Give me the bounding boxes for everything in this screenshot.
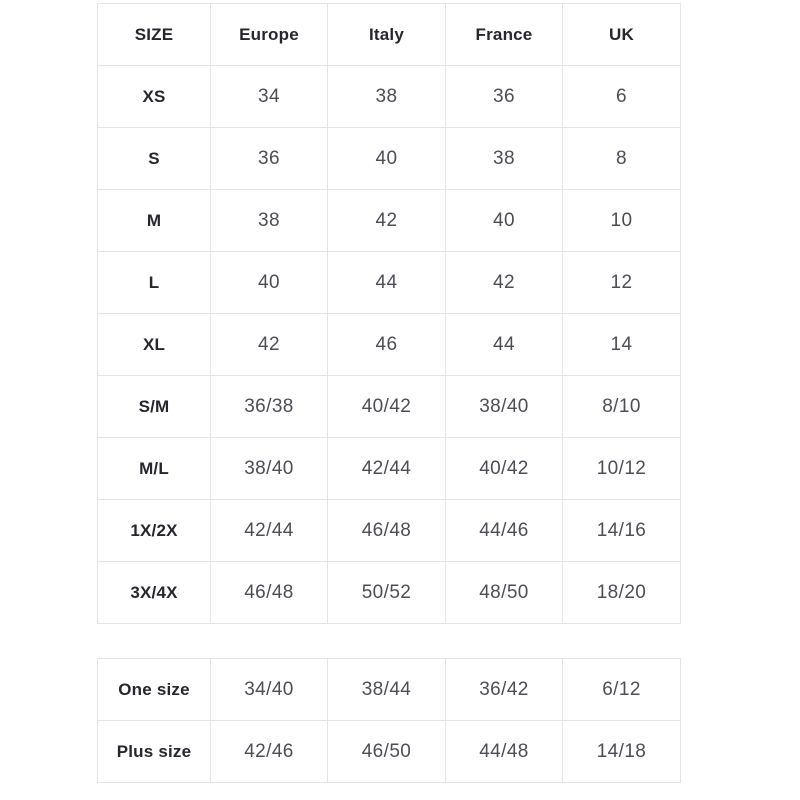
table-row-xs: XS 34 38 36 6 xyxy=(97,65,681,128)
size-label-cell: XS xyxy=(97,65,211,128)
value-cell: 38/40 xyxy=(210,437,328,500)
value-cell: 46/48 xyxy=(210,561,328,624)
value-cell: 14/18 xyxy=(562,720,681,783)
value-cell: 42 xyxy=(445,251,563,314)
table-row-s-m: S/M 36/38 40/42 38/40 8/10 xyxy=(97,375,681,438)
value-cell: 42/44 xyxy=(210,499,328,562)
table-row-one-size: One size 34/40 38/44 36/42 6/12 xyxy=(97,658,681,721)
value-cell: 36 xyxy=(445,65,563,128)
column-header-size: SIZE xyxy=(97,3,211,66)
value-cell: 40 xyxy=(327,127,446,190)
value-cell: 44 xyxy=(445,313,563,376)
value-cell: 8/10 xyxy=(562,375,681,438)
column-header-france: France xyxy=(445,3,563,66)
value-cell: 44 xyxy=(327,251,446,314)
value-cell: 18/20 xyxy=(562,561,681,624)
column-header-italy: Italy xyxy=(327,3,446,66)
value-cell: 36 xyxy=(210,127,328,190)
value-cell: 6/12 xyxy=(562,658,681,721)
size-label-cell: S/M xyxy=(97,375,211,438)
value-cell: 46/48 xyxy=(327,499,446,562)
size-label-cell: S xyxy=(97,127,211,190)
value-cell: 44/48 xyxy=(445,720,563,783)
table-row-s: S 36 40 38 8 xyxy=(97,127,681,190)
value-cell: 40 xyxy=(445,189,563,252)
value-cell: 12 xyxy=(562,251,681,314)
value-cell: 10/12 xyxy=(562,437,681,500)
table-row-1x-2x: 1X/2X 42/44 46/48 44/46 14/16 xyxy=(97,499,681,562)
size-label-cell: XL xyxy=(97,313,211,376)
value-cell: 34 xyxy=(210,65,328,128)
value-cell: 42 xyxy=(327,189,446,252)
value-cell: 38 xyxy=(210,189,328,252)
size-conversion-table-secondary: One size 34/40 38/44 36/42 6/12 Plus siz… xyxy=(97,658,681,783)
table-row-m-l: M/L 38/40 42/44 40/42 10/12 xyxy=(97,437,681,500)
value-cell: 36/42 xyxy=(445,658,563,721)
value-cell: 40/42 xyxy=(327,375,446,438)
column-header-europe: Europe xyxy=(210,3,328,66)
value-cell: 42/46 xyxy=(210,720,328,783)
value-cell: 14/16 xyxy=(562,499,681,562)
value-cell: 40 xyxy=(210,251,328,314)
value-cell: 48/50 xyxy=(445,561,563,624)
size-conversion-table-main: SIZE Europe Italy France UK XS 34 38 36 … xyxy=(97,3,681,624)
value-cell: 44/46 xyxy=(445,499,563,562)
value-cell: 6 xyxy=(562,65,681,128)
value-cell: 10 xyxy=(562,189,681,252)
size-label-cell: 1X/2X xyxy=(97,499,211,562)
table-row-plus-size: Plus size 42/46 46/50 44/48 14/18 xyxy=(97,720,681,783)
value-cell: 42 xyxy=(210,313,328,376)
value-cell: 38 xyxy=(327,65,446,128)
value-cell: 38/40 xyxy=(445,375,563,438)
value-cell: 38/44 xyxy=(327,658,446,721)
size-label-cell: 3X/4X xyxy=(97,561,211,624)
size-label-cell: M xyxy=(97,189,211,252)
value-cell: 36/38 xyxy=(210,375,328,438)
value-cell: 42/44 xyxy=(327,437,446,500)
table-row-3x-4x: 3X/4X 46/48 50/52 48/50 18/20 xyxy=(97,561,681,624)
value-cell: 46/50 xyxy=(327,720,446,783)
size-label-cell: One size xyxy=(97,658,211,721)
table-row-l: L 40 44 42 12 xyxy=(97,251,681,314)
size-label-cell: Plus size xyxy=(97,720,211,783)
value-cell: 38 xyxy=(445,127,563,190)
value-cell: 50/52 xyxy=(327,561,446,624)
size-label-cell: L xyxy=(97,251,211,314)
value-cell: 8 xyxy=(562,127,681,190)
size-conversion-charts: SIZE Europe Italy France UK XS 34 38 36 … xyxy=(97,3,681,783)
value-cell: 46 xyxy=(327,313,446,376)
header-row: SIZE Europe Italy France UK xyxy=(97,3,681,66)
value-cell: 34/40 xyxy=(210,658,328,721)
value-cell: 40/42 xyxy=(445,437,563,500)
table-row-xl: XL 42 46 44 14 xyxy=(97,313,681,376)
column-header-uk: UK xyxy=(562,3,681,66)
size-label-cell: M/L xyxy=(97,437,211,500)
table-row-m: M 38 42 40 10 xyxy=(97,189,681,252)
value-cell: 14 xyxy=(562,313,681,376)
